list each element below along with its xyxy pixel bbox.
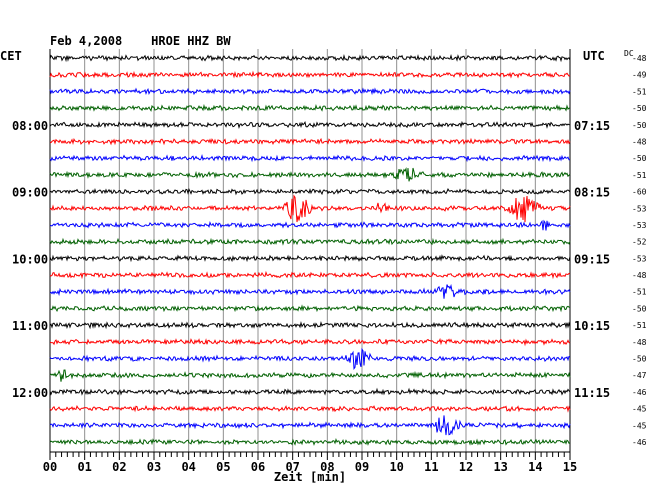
- x-tick-label: 00: [43, 460, 57, 474]
- trace-row-22: [49, 415, 571, 436]
- trace-row-16: [49, 320, 571, 330]
- x-tick-label: 02: [112, 460, 126, 474]
- x-tick-label: 07: [285, 460, 299, 474]
- left-timezone-label: CET: [0, 49, 22, 63]
- trace-row-12: [49, 254, 571, 263]
- x-tick-label: 05: [216, 460, 230, 474]
- trace-row-0: [49, 54, 571, 63]
- dc-offset-label: -45: [632, 405, 647, 414]
- dc-offset-header: DC: [624, 49, 634, 58]
- x-tick-label: 08: [320, 460, 334, 474]
- trace-row-14: [49, 283, 571, 299]
- x-tick-label: 01: [77, 460, 91, 474]
- right-hour-label: 09:15: [574, 252, 610, 266]
- dc-offset-label: -46: [632, 438, 647, 447]
- dc-offset-label: -51: [632, 288, 647, 297]
- right-hour-label: 07:15: [574, 119, 610, 133]
- trace-row-9: [49, 194, 571, 223]
- left-hour-label: 12:00: [12, 386, 48, 400]
- trace-row-8: [49, 187, 571, 196]
- trace-row-21: [49, 404, 571, 413]
- dc-offset-label: -50: [632, 304, 647, 313]
- trace-row-7: [49, 166, 571, 182]
- dc-offset-label: -47: [632, 371, 647, 380]
- dc-offset-label: -49: [632, 71, 647, 80]
- x-axis-label: Zeit [min]: [274, 470, 346, 484]
- right-hour-label: 11:15: [574, 386, 610, 400]
- dc-offset-label: -50: [632, 154, 647, 163]
- trace-row-3: [49, 103, 571, 112]
- trace-row-23: [49, 437, 571, 446]
- dc-offset-label: -45: [632, 421, 647, 430]
- x-tick-label: 09: [355, 460, 369, 474]
- trace-row-19: [49, 369, 571, 382]
- trace-row-6: [49, 154, 570, 163]
- dc-offset-label: -46: [632, 388, 647, 397]
- chart-title: Feb 4,2008 HROE HHZ BW: [50, 34, 231, 48]
- trace-row-2: [49, 87, 571, 96]
- x-tick-label: 15: [563, 460, 577, 474]
- dc-offset-label: -50: [632, 121, 647, 130]
- x-tick-label: 12: [459, 460, 473, 474]
- trace-row-11: [49, 237, 571, 246]
- trace-rows: [49, 54, 571, 446]
- trace-row-10: [49, 219, 571, 231]
- left-hour-label: 09:00: [12, 186, 48, 200]
- dc-offset-label: -48: [632, 271, 647, 280]
- dc-offset-label: -51: [632, 87, 647, 96]
- x-tick-label: 13: [493, 460, 507, 474]
- right-hour-label: 10:15: [574, 319, 610, 333]
- dc-offset-label: -53: [632, 254, 647, 263]
- dc-offset-label: -53: [632, 221, 647, 230]
- x-tick-label: 14: [528, 460, 542, 474]
- trace-row-13: [49, 270, 571, 280]
- left-hour-label: 11:00: [12, 319, 48, 333]
- axis-labels: 00 01 02 03 04 05 06 07 08 09 10 11 12 13 14 15 -48 -49 -5…: [12, 54, 647, 474]
- trace-row-17: [49, 337, 571, 347]
- dc-offset-label: -60: [632, 188, 647, 197]
- dc-offset-label: -52: [632, 238, 647, 247]
- trace-row-15: [49, 304, 571, 313]
- x-tick-label: 03: [147, 460, 161, 474]
- x-tick-label: 04: [181, 460, 195, 474]
- grid-lines: [49, 49, 571, 460]
- x-tick-label: 06: [251, 460, 265, 474]
- trace-row-5: [49, 137, 571, 146]
- dc-offset-label: -51: [632, 171, 647, 180]
- dc-offset-label: -48: [632, 54, 647, 63]
- dc-offset-label: -50: [632, 104, 647, 113]
- x-tick-label: 10: [389, 460, 403, 474]
- left-hour-label: 10:00: [12, 252, 48, 266]
- dc-offset-label: -48: [632, 137, 647, 146]
- right-timezone-label: UTC: [583, 49, 605, 63]
- dc-offset-label: -51: [632, 321, 647, 330]
- dc-offset-label: -53: [632, 204, 647, 213]
- trace-row-18: [49, 347, 571, 370]
- left-hour-label: 08:00: [12, 119, 48, 133]
- dc-offset-label: -50: [632, 355, 647, 364]
- trace-row-20: [49, 387, 571, 396]
- x-tick-label: 11: [424, 460, 438, 474]
- trace-row-4: [49, 120, 571, 130]
- trace-row-1: [49, 70, 571, 79]
- right-hour-label: 08:15: [574, 186, 610, 200]
- dc-offset-label: -48: [632, 338, 647, 347]
